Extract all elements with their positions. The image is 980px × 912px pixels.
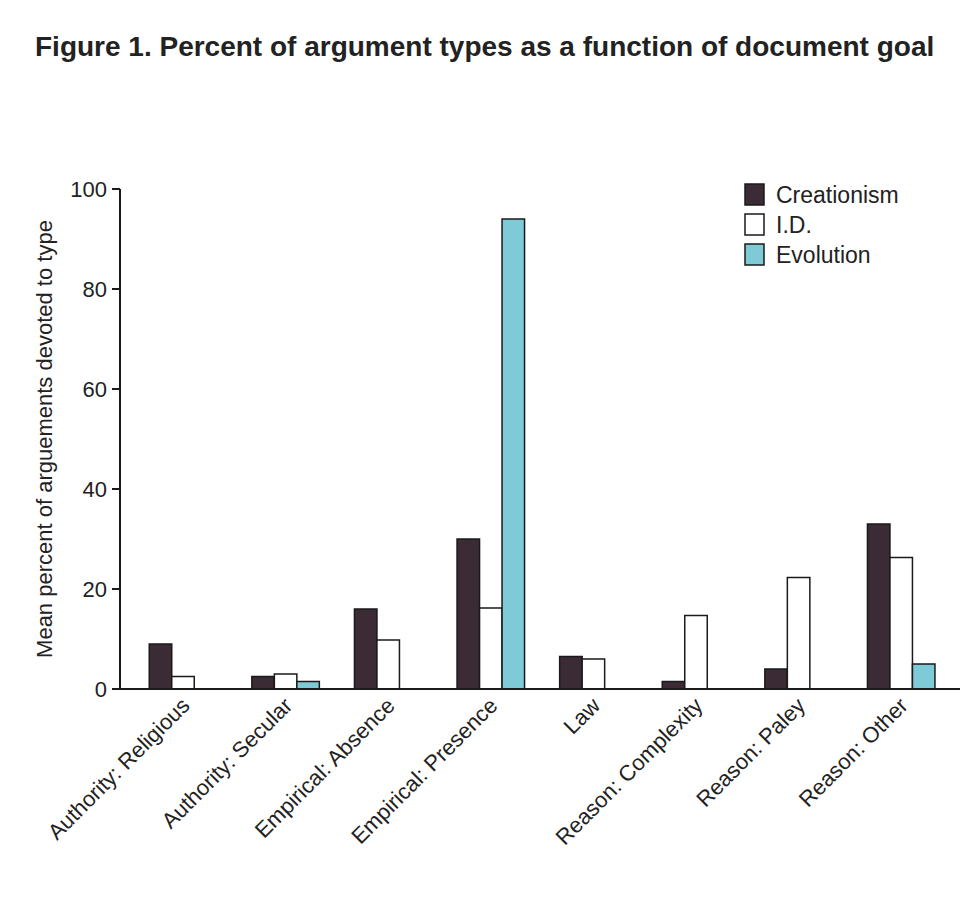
y-tick-label: 20 [83,577,107,602]
legend-label: Creationism [776,182,899,208]
bar [560,657,583,690]
bar [912,664,935,689]
legend-swatch [745,184,764,205]
y-axis-label: Mean percent of arguements devoted to ty… [32,220,57,658]
x-tick-label: Reason: Other [794,693,913,812]
y-tick [112,488,120,490]
bar [377,640,400,689]
chart-title: Figure 1. Percent of argument types as a… [35,28,935,66]
y-axis [119,189,121,689]
bar [890,558,913,690]
y-tick [112,288,120,290]
x-axis [120,688,960,690]
bar [867,524,890,689]
legend-swatch [745,214,764,235]
bar [480,608,503,689]
x-tick-label: Reason: Paley [691,693,810,812]
y-tick [112,688,120,690]
bar [685,616,708,690]
bar [354,609,377,689]
bar [662,682,685,690]
bar [787,578,810,690]
bar [149,644,172,689]
bar [252,677,275,690]
bar [457,539,480,689]
bar [765,669,788,689]
y-tick-label: 0 [95,677,107,702]
bar [274,674,297,689]
x-tick-label: Empirical: Presence [346,693,502,849]
legend-label: Evolution [776,242,871,268]
y-tick [112,188,120,190]
y-tick-label: 100 [70,177,107,202]
bar [502,219,525,689]
y-tick-label: 60 [83,377,107,402]
legend-swatch [745,244,764,265]
bar [582,659,605,689]
bar [297,682,320,690]
bars [149,219,935,689]
y-tick [112,588,120,590]
legend-label: I.D. [776,212,812,238]
y-tick-label: 80 [83,277,107,302]
legend: Creationism I.D. Evolution [745,182,899,268]
x-tick-label: Reason: Complexity [551,693,708,850]
y-tick-label: 40 [83,477,107,502]
bar [172,677,195,690]
y-tick [112,388,120,390]
x-tick-label: Law [559,693,605,739]
chart: 0 20 40 60 80 100 Mean percent of arguements d… [0,0,980,912]
